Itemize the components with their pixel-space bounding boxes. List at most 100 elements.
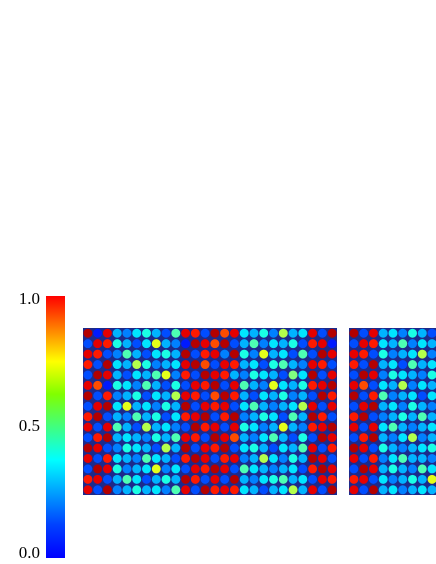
heatmap-dot xyxy=(388,370,398,380)
heatmap-dot xyxy=(210,443,220,453)
heatmap-dot xyxy=(220,422,230,432)
heatmap-dot xyxy=(359,453,369,463)
panel xyxy=(83,328,337,495)
heatmap-dot xyxy=(427,360,436,370)
heatmap-dot xyxy=(349,412,359,422)
heatmap-dot xyxy=(210,422,220,432)
heatmap-dot xyxy=(269,391,278,401)
heatmap-dot xyxy=(171,474,181,484)
heatmap-dot xyxy=(259,370,269,380)
heatmap-dot xyxy=(288,443,298,453)
heatmap-dot xyxy=(220,349,230,359)
heatmap-dot xyxy=(142,391,151,401)
heatmap-dot xyxy=(239,453,249,463)
heatmap-dot xyxy=(317,391,327,401)
heatmap-dot xyxy=(142,412,151,422)
heatmap-dot xyxy=(398,328,408,338)
heatmap-dot xyxy=(161,412,171,422)
heatmap-dot xyxy=(93,401,103,411)
heatmap-dot xyxy=(200,401,210,411)
heatmap-dot xyxy=(142,422,151,432)
heatmap-dot xyxy=(112,443,122,453)
heatmap-dot xyxy=(269,370,278,380)
heatmap-dot xyxy=(288,370,298,380)
heatmap-dot xyxy=(190,422,200,432)
heatmap-dot xyxy=(239,370,249,380)
heatmap-dot xyxy=(327,401,337,411)
heatmap-dot xyxy=(269,401,278,411)
heatmap-dot xyxy=(317,474,327,484)
heatmap-dot xyxy=(259,433,269,443)
heatmap-dot xyxy=(181,485,191,495)
heatmap-dot xyxy=(359,474,369,484)
heatmap-dot xyxy=(427,370,436,380)
heatmap-dot xyxy=(161,422,171,432)
heatmap-dot xyxy=(298,433,308,443)
heatmap-dot xyxy=(220,412,230,422)
heatmap-dot xyxy=(210,485,220,495)
heatmap-dot xyxy=(151,349,161,359)
heatmap-dot xyxy=(210,401,220,411)
colorbar-tick-label: 1.0 xyxy=(19,289,40,308)
heatmap-dot xyxy=(102,380,112,390)
heatmap-dot xyxy=(190,339,200,349)
heatmap-dot xyxy=(210,474,220,484)
heatmap-dot xyxy=(102,349,112,359)
heatmap-dot xyxy=(122,464,132,474)
heatmap-dot xyxy=(298,474,308,484)
heatmap-dot xyxy=(112,380,122,390)
heatmap-dot xyxy=(388,339,398,349)
heatmap-dot xyxy=(278,474,288,484)
heatmap-dot xyxy=(112,464,122,474)
heatmap-dot xyxy=(269,380,278,390)
heatmap-dot xyxy=(259,380,269,390)
heatmap-dot xyxy=(220,474,230,484)
heatmap-dot xyxy=(132,422,142,432)
heatmap-dot xyxy=(161,328,171,338)
heatmap-dot xyxy=(408,433,417,443)
heatmap-dot xyxy=(112,339,122,349)
heatmap-dot xyxy=(398,474,408,484)
heatmap-dot xyxy=(278,485,288,495)
heatmap-dot xyxy=(398,370,408,380)
heatmap-dot xyxy=(398,422,408,432)
heatmap-dot xyxy=(132,339,142,349)
heatmap-dot xyxy=(417,474,427,484)
heatmap-dot xyxy=(317,485,327,495)
heatmap-dot xyxy=(388,485,398,495)
heatmap-dot xyxy=(408,401,417,411)
heatmap-dot xyxy=(83,412,93,422)
heatmap-dot xyxy=(349,339,359,349)
heatmap-dot xyxy=(229,360,239,370)
heatmap-dot xyxy=(181,349,191,359)
heatmap-dot xyxy=(368,328,378,338)
heatmap-dot xyxy=(298,443,308,453)
heatmap-dot xyxy=(368,453,378,463)
heatmap-dot xyxy=(132,474,142,484)
heatmap-dot xyxy=(142,485,151,495)
heatmap-dot xyxy=(229,412,239,422)
heatmap-dot xyxy=(278,412,288,422)
heatmap-dot xyxy=(112,412,122,422)
heatmap-dot xyxy=(151,401,161,411)
heatmap-dot xyxy=(259,453,269,463)
heatmap-dot xyxy=(408,453,417,463)
heatmap-dot xyxy=(427,453,436,463)
heatmap-dot xyxy=(161,474,171,484)
heatmap-dot xyxy=(161,464,171,474)
heatmap-dot xyxy=(102,401,112,411)
heatmap-dot xyxy=(151,422,161,432)
heatmap-dot xyxy=(171,485,181,495)
heatmap-dot xyxy=(93,485,103,495)
heatmap-dot xyxy=(269,412,278,422)
heatmap-dot xyxy=(132,453,142,463)
heatmap-dot xyxy=(278,370,288,380)
heatmap-dot xyxy=(288,485,298,495)
heatmap-dot xyxy=(220,453,230,463)
heatmap-dot xyxy=(308,401,318,411)
heatmap-dot xyxy=(171,370,181,380)
heatmap-dot xyxy=(349,391,359,401)
heatmap-dot xyxy=(398,485,408,495)
heatmap-dot xyxy=(112,370,122,380)
heatmap-dot xyxy=(122,474,132,484)
